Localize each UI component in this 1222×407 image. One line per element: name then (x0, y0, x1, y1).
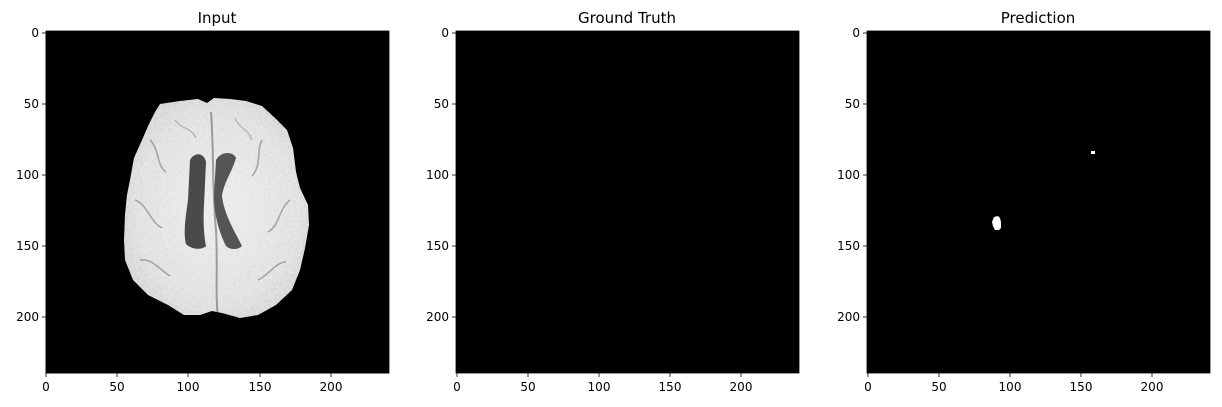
x-tick-label: 0 (453, 380, 461, 394)
x-tick-label: 100 (588, 380, 611, 394)
x-axis: 0 50 100 150 200 (42, 373, 342, 394)
x-tick-label: 50 (109, 380, 124, 394)
brain-mri-image (124, 98, 309, 318)
x-tick-label: 150 (659, 380, 682, 394)
panel-title: Input (198, 9, 237, 27)
y-tick-label: 200 (837, 310, 860, 324)
y-tick-label: 150 (837, 239, 860, 253)
y-tick-label: 50 (434, 97, 449, 111)
y-tick-label: 50 (24, 97, 39, 111)
y-tick-label: 0 (441, 26, 449, 40)
x-tick-label: 100 (999, 380, 1022, 394)
y-tick-label: 0 (31, 26, 39, 40)
y-tick-label: 100 (837, 168, 860, 182)
x-tick-label: 100 (177, 380, 200, 394)
plot-frame (455, 30, 800, 374)
predicted-region-small (1091, 151, 1095, 154)
y-axis: 0 50 100 150 200 (837, 26, 867, 324)
y-tick-label: 200 (426, 310, 449, 324)
x-tick-label: 50 (520, 380, 535, 394)
panel-ground-truth: Ground Truth 0 50 100 150 200 0 50 100 1… (426, 9, 800, 394)
y-tick-label: 0 (852, 26, 860, 40)
panel-title: Prediction (1001, 9, 1076, 27)
x-tick-label: 50 (931, 380, 946, 394)
predicted-region-blob (992, 216, 1001, 230)
y-tick-label: 50 (845, 97, 860, 111)
y-axis: 0 50 100 150 200 (426, 26, 456, 324)
panel-title: Ground Truth (578, 9, 676, 27)
plot-frame (45, 30, 390, 374)
x-tick-label: 200 (1141, 380, 1164, 394)
y-tick-label: 150 (16, 239, 39, 253)
panel-input: Input 0 (16, 9, 390, 394)
x-axis: 0 50 100 150 200 (453, 373, 752, 394)
y-axis: 0 50 100 150 200 (16, 26, 46, 324)
ground-truth-mask-image (456, 31, 799, 373)
x-tick-label: 200 (730, 380, 753, 394)
panel-prediction: Prediction 0 50 100 150 200 0 50 (837, 9, 1211, 394)
x-tick-label: 0 (864, 380, 872, 394)
y-tick-label: 100 (426, 168, 449, 182)
x-tick-label: 150 (249, 380, 272, 394)
prediction-mask-image (867, 31, 1210, 373)
x-tick-label: 0 (42, 380, 50, 394)
x-axis: 0 50 100 150 200 (864, 373, 1163, 394)
x-tick-label: 200 (320, 380, 343, 394)
y-tick-label: 100 (16, 168, 39, 182)
plot-frame (866, 30, 1211, 374)
y-tick-label: 200 (16, 310, 39, 324)
x-tick-label: 150 (1070, 380, 1093, 394)
y-tick-label: 150 (426, 239, 449, 253)
predicted-regions (992, 151, 1095, 230)
